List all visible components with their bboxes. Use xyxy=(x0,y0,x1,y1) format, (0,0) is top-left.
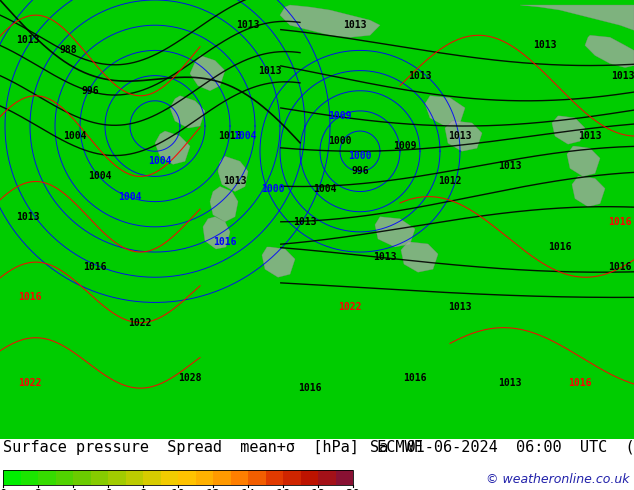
Bar xyxy=(38,470,56,485)
Text: 1004: 1004 xyxy=(313,184,337,194)
Text: 1013: 1013 xyxy=(578,131,602,141)
Bar xyxy=(318,470,335,485)
Text: 1013: 1013 xyxy=(16,212,40,222)
Text: 996: 996 xyxy=(81,86,99,96)
Bar xyxy=(248,470,266,485)
Text: 1016: 1016 xyxy=(298,383,321,393)
Polygon shape xyxy=(401,242,438,272)
Bar xyxy=(3,470,353,485)
Polygon shape xyxy=(155,131,190,164)
Text: 1000: 1000 xyxy=(328,136,352,146)
Text: 1016: 1016 xyxy=(548,242,572,252)
Bar xyxy=(143,470,160,485)
Text: 20: 20 xyxy=(346,488,361,490)
Text: 1016: 1016 xyxy=(18,293,42,302)
Text: 1013: 1013 xyxy=(448,302,472,313)
Text: 1009: 1009 xyxy=(393,141,417,151)
Polygon shape xyxy=(280,5,380,37)
Text: 996: 996 xyxy=(351,167,369,176)
Text: 1000: 1000 xyxy=(261,184,285,194)
Bar xyxy=(335,470,353,485)
Polygon shape xyxy=(445,121,482,151)
Text: 2: 2 xyxy=(34,488,42,490)
Text: 1013: 1013 xyxy=(294,217,317,227)
Text: 16: 16 xyxy=(276,488,290,490)
Text: 1009: 1009 xyxy=(328,111,352,121)
Text: 1013: 1013 xyxy=(373,252,397,262)
Text: 1013: 1013 xyxy=(236,20,260,30)
Text: 1016: 1016 xyxy=(83,262,107,272)
Text: 1016: 1016 xyxy=(213,237,236,247)
Text: 988: 988 xyxy=(59,46,77,55)
Bar xyxy=(91,470,108,485)
Text: 1022: 1022 xyxy=(339,302,362,313)
Text: 1013: 1013 xyxy=(533,40,557,50)
Bar xyxy=(20,470,38,485)
Text: Surface pressure  Spread  mean+σ  [hPa]  ECMWF: Surface pressure Spread mean+σ [hPa] ECM… xyxy=(3,440,423,455)
Bar xyxy=(56,470,73,485)
Bar xyxy=(108,470,126,485)
Text: 1013: 1013 xyxy=(16,35,40,46)
Polygon shape xyxy=(572,176,605,207)
Text: 1013: 1013 xyxy=(258,66,281,75)
Polygon shape xyxy=(567,146,600,176)
Polygon shape xyxy=(520,5,634,30)
Bar xyxy=(301,470,318,485)
Text: 1022: 1022 xyxy=(128,318,152,328)
Polygon shape xyxy=(190,55,225,91)
Polygon shape xyxy=(218,156,248,192)
Bar xyxy=(213,470,231,485)
Bar xyxy=(283,470,301,485)
Bar xyxy=(195,470,213,485)
Polygon shape xyxy=(210,187,238,222)
Bar xyxy=(178,470,195,485)
Text: 8: 8 xyxy=(139,488,146,490)
Text: 10: 10 xyxy=(171,488,186,490)
Text: 1016: 1016 xyxy=(568,378,592,388)
Text: 1028: 1028 xyxy=(178,373,202,383)
Text: 12: 12 xyxy=(205,488,221,490)
Text: 1013: 1013 xyxy=(498,161,522,172)
Text: 1013: 1013 xyxy=(343,20,366,30)
Polygon shape xyxy=(262,247,295,277)
Text: 1013: 1013 xyxy=(408,71,432,81)
Bar xyxy=(3,470,20,485)
Text: 1004: 1004 xyxy=(148,156,172,166)
Polygon shape xyxy=(425,96,465,126)
Text: 1016: 1016 xyxy=(608,262,631,272)
Text: © weatheronline.co.uk: © weatheronline.co.uk xyxy=(486,473,630,487)
Text: 1000: 1000 xyxy=(348,151,372,161)
Text: 1004: 1004 xyxy=(88,172,112,181)
Bar xyxy=(126,470,143,485)
Text: 1022: 1022 xyxy=(18,378,42,388)
Text: 0: 0 xyxy=(0,488,7,490)
Text: 1013: 1013 xyxy=(448,131,472,141)
Text: 14: 14 xyxy=(240,488,256,490)
Text: 6: 6 xyxy=(104,488,112,490)
Polygon shape xyxy=(585,35,634,68)
Polygon shape xyxy=(375,217,415,247)
Text: 1004: 1004 xyxy=(119,192,142,201)
Polygon shape xyxy=(170,96,205,128)
Text: 1016: 1016 xyxy=(608,217,631,227)
Text: Sa  01-06-2024  06:00  UTC  (00+30): Sa 01-06-2024 06:00 UTC (00+30) xyxy=(370,440,634,455)
Text: 1013: 1013 xyxy=(223,176,247,187)
Bar xyxy=(266,470,283,485)
Text: 1013: 1013 xyxy=(611,71,634,81)
Bar xyxy=(73,470,91,485)
Text: 18: 18 xyxy=(311,488,325,490)
Text: 4: 4 xyxy=(69,488,77,490)
Text: 1013: 1013 xyxy=(218,131,242,141)
Bar xyxy=(231,470,248,485)
Text: 1004: 1004 xyxy=(233,131,257,141)
Polygon shape xyxy=(203,217,230,249)
Text: 1012: 1012 xyxy=(438,176,462,187)
Text: 1013: 1013 xyxy=(498,378,522,388)
Text: 1016: 1016 xyxy=(403,373,427,383)
Polygon shape xyxy=(552,116,585,144)
Bar xyxy=(160,470,178,485)
Text: 1004: 1004 xyxy=(63,131,87,141)
